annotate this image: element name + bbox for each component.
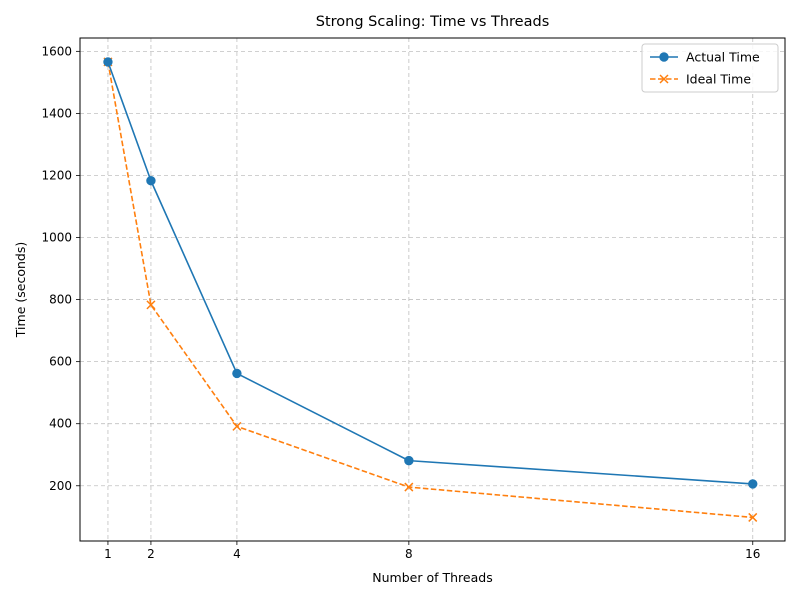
y-tick-label: 1400 — [41, 106, 72, 120]
ideal-time-point-stroke-b — [404, 482, 414, 492]
actual-time-point — [146, 176, 156, 186]
actual-time-point — [103, 57, 113, 67]
ideal-time-point — [146, 300, 156, 310]
ideal-time-point — [232, 421, 242, 431]
plot-frame — [79, 37, 786, 542]
y-tick-label: 200 — [49, 479, 72, 493]
y-tick-label: 800 — [49, 293, 72, 307]
legend-ideal-time-marker — [659, 74, 669, 84]
ideal-time-point — [748, 512, 758, 522]
ticks-layer: 1 2 4 8 16 200 400 600 800 1000 1200 1400 1600 — [41, 44, 760, 561]
legend: Actual Time Ideal Time — [641, 43, 779, 93]
actual-time-point — [404, 455, 414, 466]
legend-actual-time-label: Actual Time — [686, 50, 760, 65]
ideal-time-point — [404, 482, 414, 492]
legend-ideal-time-marker-stroke-b — [659, 74, 669, 84]
y-axis-label: Time (seconds) — [13, 242, 28, 338]
chart-title: Strong Scaling: Time vs Threads — [316, 14, 550, 30]
y-tick-label: 1200 — [41, 168, 72, 182]
ideal-time-point-stroke-b — [146, 300, 156, 310]
x-tick-label: 16 — [745, 547, 760, 561]
x-tick-label: 1 — [104, 547, 112, 561]
actual-time-point — [232, 368, 242, 379]
x-tick-label: 2 — [147, 547, 155, 561]
x-tick-label: 4 — [233, 547, 241, 561]
series-layer — [103, 57, 758, 522]
actual-time-point — [748, 479, 758, 489]
grid-layer — [80, 38, 785, 541]
y-tick-label: 600 — [49, 355, 72, 369]
ideal-time-point-stroke-b — [232, 421, 242, 431]
legend-ideal-time-label: Ideal Time — [686, 72, 751, 87]
legend-box — [641, 43, 779, 93]
y-tick-label: 1000 — [41, 231, 72, 245]
y-tick-label: 1600 — [41, 44, 72, 58]
x-tick-label: 8 — [405, 547, 413, 561]
y-tick-label: 400 — [49, 417, 72, 431]
ideal-time-point-stroke-b — [748, 512, 758, 522]
x-axis-label: Number of Threads — [372, 570, 492, 585]
legend-actual-time-marker — [659, 52, 669, 62]
